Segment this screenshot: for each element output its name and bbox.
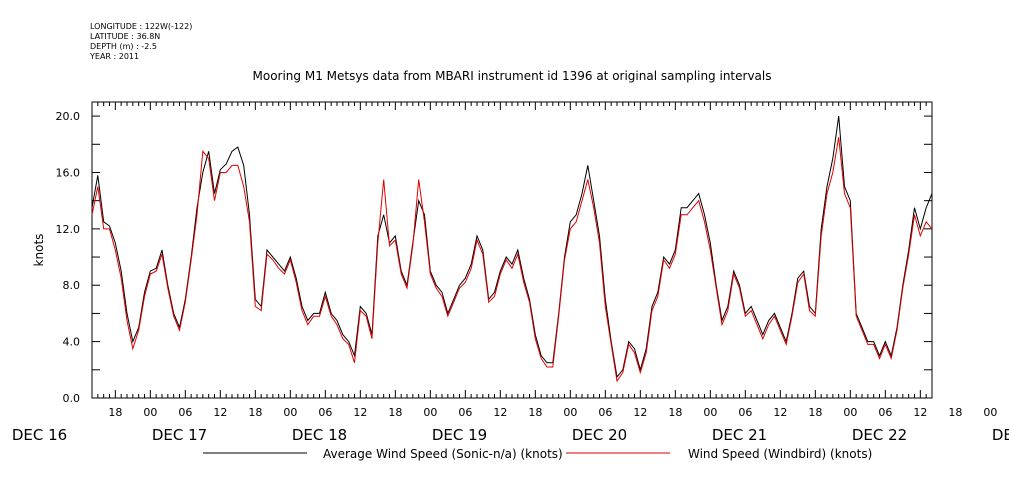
hour-tick-label: 06 xyxy=(738,406,752,419)
y-tick-label: 8.0 xyxy=(63,279,81,292)
date-label: DEC 21 xyxy=(712,426,767,444)
date-label: DEC 20 xyxy=(572,426,627,444)
hour-tick-label: 06 xyxy=(458,406,472,419)
date-label: DEC 18 xyxy=(292,426,347,444)
hour-tick-label: 12 xyxy=(633,406,647,419)
hour-tick-label: 06 xyxy=(598,406,612,419)
hour-tick-label: 06 xyxy=(178,406,192,419)
date-label: DEC 23 xyxy=(992,426,1009,444)
hour-tick-label: 00 xyxy=(563,406,577,419)
hour-tick-label: 18 xyxy=(388,406,402,419)
latitude-label: LATITUDE : 36.8N xyxy=(90,32,161,41)
hour-tick-label: 18 xyxy=(668,406,682,419)
series-layer xyxy=(91,116,933,383)
date-label: DEC 17 xyxy=(152,426,207,444)
hour-tick-label: 00 xyxy=(143,406,157,419)
hour-tick-label: 18 xyxy=(948,406,962,419)
chart-title: Mooring M1 Metsys data from MBARI instru… xyxy=(253,69,772,83)
hour-tick-label: 00 xyxy=(283,406,297,419)
hour-tick-label: 12 xyxy=(353,406,367,419)
longitude-label: LONGITUDE : 122W(-122) xyxy=(90,22,193,31)
hour-tick-label: 06 xyxy=(878,406,892,419)
hour-tick-label: 18 xyxy=(248,406,262,419)
hour-tick-label: 18 xyxy=(108,406,122,419)
metadata-block: LONGITUDE : 122W(-122) LATITUDE : 36.8N … xyxy=(90,22,192,62)
date-label: DEC 22 xyxy=(852,426,907,444)
hour-tick-label: 18 xyxy=(528,406,542,419)
hour-tick-label: 00 xyxy=(423,406,437,419)
y-axis-label: knots xyxy=(32,234,46,267)
y-tick-label: 4.0 xyxy=(63,336,81,349)
hour-tick-label: 00 xyxy=(703,406,717,419)
y-tick-label: 20.0 xyxy=(56,110,81,123)
hour-tick-label: 18 xyxy=(808,406,822,419)
legend-label-windbird: Wind Speed (Windbird) (knots) xyxy=(688,447,872,461)
series-line-windbird xyxy=(91,137,933,383)
legend-label-sonic: Average Wind Speed (Sonic-n/a) (knots) xyxy=(323,447,563,461)
hour-tick-label: 12 xyxy=(773,406,787,419)
series-line-sonic xyxy=(91,116,933,379)
plot-frame xyxy=(91,101,933,399)
y-tick-label: 12.0 xyxy=(56,223,81,236)
depth-label: DEPTH (m) : -2.5 xyxy=(90,42,157,51)
hour-tick-label: 00 xyxy=(843,406,857,419)
hour-tick-label: 06 xyxy=(318,406,332,419)
legend: Average Wind Speed (Sonic-n/a) (knots) W… xyxy=(203,447,872,461)
hour-tick-label: 12 xyxy=(213,406,227,419)
date-label: DEC 19 xyxy=(432,426,487,444)
date-label: DEC 16 xyxy=(12,426,67,444)
y-tick-label: 16.0 xyxy=(56,166,81,179)
y-axis: 0.0 4.0 8.0 12.0 16.0 20.0 xyxy=(56,110,932,405)
hour-tick-label: 12 xyxy=(493,406,507,419)
hour-tick-label: 00 xyxy=(983,406,997,419)
y-tick-label: 0.0 xyxy=(63,392,81,405)
hour-tick-label: 12 xyxy=(913,406,927,419)
year-label: YEAR : 2011 xyxy=(90,52,140,61)
x-axis: 18 00 06 12 18 00 06 12 18 00 06 12 18 00 06 12 18 00 06 12… xyxy=(12,102,1009,444)
